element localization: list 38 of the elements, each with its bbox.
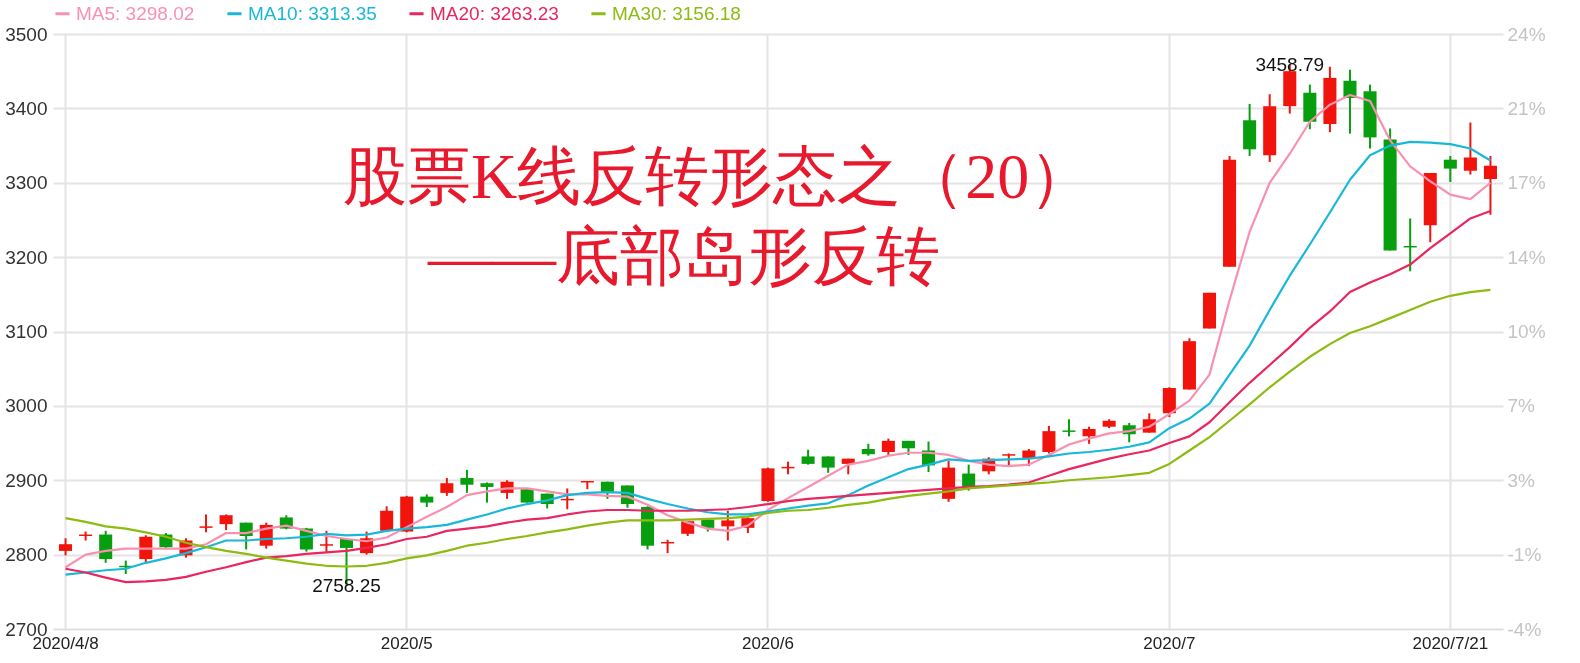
y-tick-label: 3400 (5, 97, 48, 119)
y-tick-label: 3200 (5, 246, 48, 268)
y2-tick-label: 14% (1507, 246, 1546, 268)
y-tick-label: 3500 (5, 23, 48, 45)
y2-tick-label: 21% (1507, 97, 1546, 119)
candlestick (480, 481, 494, 504)
y2-tick-label: -4% (1507, 618, 1542, 640)
annotation: 3458.79 (1255, 53, 1325, 75)
y-tick-label: 3300 (5, 172, 48, 194)
x-tick-label: 2020/5 (380, 633, 433, 653)
candlestick (1463, 121, 1477, 176)
candlestick (1042, 424, 1056, 455)
y-tick-label: 2800 (5, 544, 48, 566)
legend-label: MA30: 3156.18 (612, 2, 741, 24)
candlestick (1443, 154, 1457, 184)
line-series (64, 288, 1492, 568)
legend-label: MA10: 3313.35 (248, 2, 377, 24)
annotation: 2758.25 (312, 574, 381, 596)
y2-tick-label: -1% (1507, 544, 1542, 566)
legend-label: MA20: 3263.23 (430, 2, 559, 24)
y-tick-label: 3000 (5, 395, 48, 417)
y2-tick-label: 7% (1507, 395, 1536, 417)
x-tick-label: 2020/6 (741, 633, 794, 653)
candlestick (380, 505, 394, 533)
candlestick (460, 468, 474, 494)
candlestick (721, 509, 735, 542)
legend-label: MA5: 3298.02 (76, 2, 195, 24)
y-tick-label: 2900 (5, 469, 48, 491)
text: 股票K线反转形态之（20） (343, 141, 1094, 212)
x-tick-label: 2020/7 (1143, 633, 1196, 653)
y2-tick-label: 3% (1507, 469, 1536, 491)
y2-tick-label: 17% (1507, 172, 1546, 194)
candlestick (1483, 154, 1497, 216)
y2-tick-label: 24% (1507, 23, 1546, 45)
y2-tick-label: 10% (1507, 321, 1546, 342)
y-tick-label: 3100 (5, 321, 48, 342)
x-tick-label: 2020/7/21 (1412, 633, 1489, 653)
text: ——底部岛形反转 (427, 221, 940, 292)
